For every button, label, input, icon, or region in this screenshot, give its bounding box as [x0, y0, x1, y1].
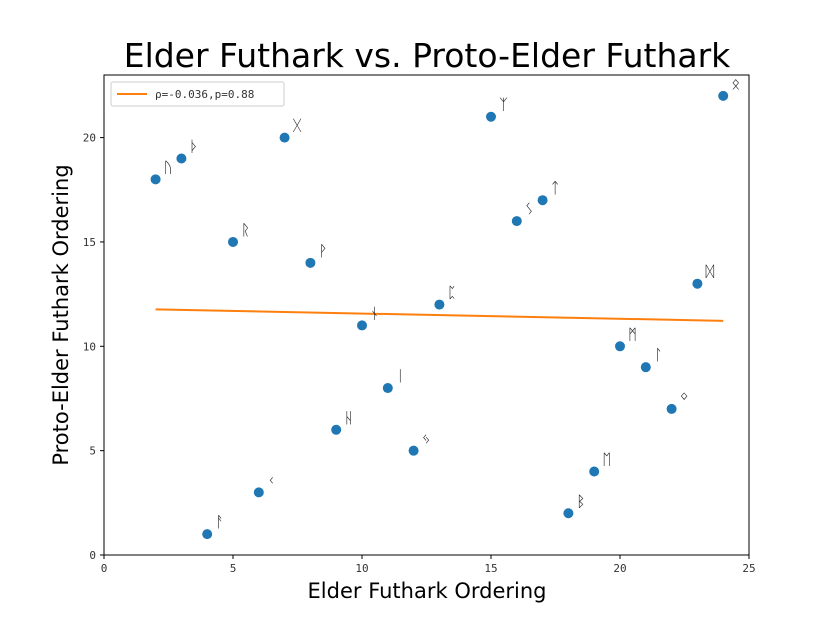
point-labels: ᚢᚦ ᚨ ᚱ ᚲ ᚷ ᚹ ᚺ ᚾ ᛁ ᛃ ᛈ ᛉ ᛊᛏ ᛒ ᛖ ᛗᛚ ᛜ ᛞ ᛟ: [164, 75, 741, 531]
point-label: ᛏ: [551, 179, 560, 197]
point-label: ᛉ: [499, 96, 508, 114]
point-label: ᚷ: [293, 117, 302, 135]
data-point: [434, 299, 445, 310]
data-point: [150, 174, 161, 185]
point-label: ᚨ: [215, 513, 224, 531]
fit-line: [155, 308, 724, 322]
data-point: [382, 383, 393, 394]
y-tick-label: 20: [83, 132, 96, 145]
data-point: [357, 320, 367, 331]
point-label: ᚺ: [344, 409, 353, 427]
data-point: [718, 90, 729, 101]
point-label: ᚢ: [164, 158, 173, 176]
data-point: [202, 529, 213, 540]
legend-box: [110, 81, 285, 107]
data-point: [228, 236, 238, 247]
point-label: ᛜ: [680, 388, 689, 406]
legend: ρ=-0.036,p=0.88: [110, 81, 285, 107]
data-points: [150, 90, 729, 540]
data-point: [589, 466, 600, 477]
plot-area-frame: [103, 74, 750, 556]
point-label: ᚱ: [241, 221, 250, 239]
point-label: ᚲ: [267, 471, 276, 489]
point-label: ᚾ: [370, 304, 379, 322]
y-tick-label: 15: [83, 236, 96, 249]
x-axis-ticks: 0 5 10 15 20 25: [101, 555, 756, 575]
x-tick-label: 25: [742, 562, 755, 575]
data-point: [537, 195, 548, 206]
y-tick-label: 0: [89, 549, 96, 562]
data-point: [305, 257, 316, 268]
point-label: ᛒ: [576, 492, 585, 510]
x-tick-label: 0: [101, 562, 108, 575]
point-label: ᛟ: [731, 75, 740, 93]
y-axis-label: Proto-Elder Futhark Ordering: [49, 164, 73, 465]
data-point: [563, 508, 574, 519]
x-tick-label: 15: [484, 562, 497, 575]
data-point: [253, 487, 264, 498]
x-tick-label: 20: [613, 562, 626, 575]
y-axis-ticks: 0 5 10 15 20: [83, 132, 104, 562]
point-label: ᛃ: [422, 430, 431, 448]
point-label: ᚦ: [189, 137, 198, 155]
point-label: ᛊ: [525, 200, 534, 218]
data-point: [666, 403, 677, 414]
point-label: ᚹ: [318, 242, 327, 260]
x-tick-label: 10: [355, 562, 368, 575]
x-tick-label: 5: [230, 562, 237, 575]
data-point: [279, 132, 290, 143]
y-tick-label: 5: [89, 445, 96, 458]
point-label: ᛗ: [628, 325, 637, 343]
legend-label: ρ=-0.036,p=0.88: [155, 88, 254, 101]
data-point: [331, 424, 342, 435]
data-point: [176, 153, 187, 164]
point-label: ᛖ: [602, 451, 611, 469]
data-point: [615, 341, 625, 352]
point-label: ᛁ: [396, 367, 405, 385]
point-label: ᛈ: [447, 284, 456, 302]
chart-title: Elder Futhark vs. Proto-Elder Futhark: [124, 36, 731, 75]
data-point: [640, 362, 651, 373]
point-label: ᛞ: [705, 263, 714, 281]
data-point: [511, 216, 522, 227]
data-point: [486, 111, 496, 122]
y-tick-label: 10: [83, 340, 96, 353]
x-axis-label: Elder Futhark Ordering: [308, 579, 547, 603]
point-label: ᛚ: [654, 346, 663, 364]
data-point: [692, 278, 703, 289]
data-point: [408, 445, 419, 456]
fit-line-layer: [155, 308, 724, 322]
